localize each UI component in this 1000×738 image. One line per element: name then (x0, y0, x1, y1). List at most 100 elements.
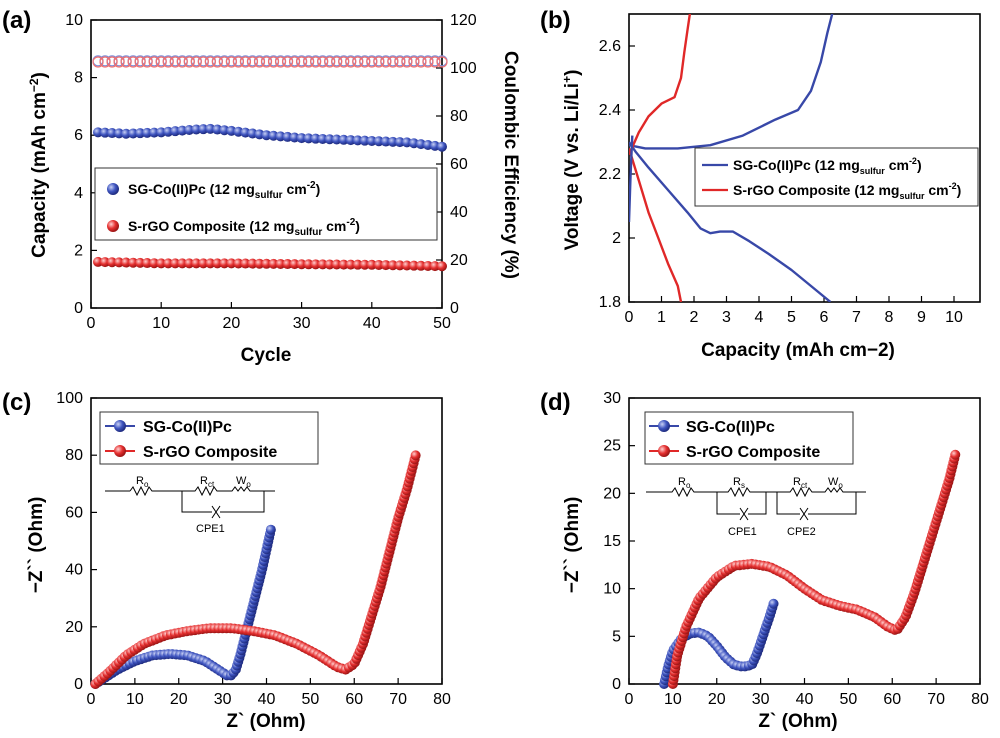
series-line (629, 148, 683, 302)
y-tick-label: 2 (612, 230, 621, 247)
x-tick-label: 4 (755, 309, 764, 326)
x-tick-label: 8 (885, 309, 894, 326)
y-tick-label: 80 (65, 447, 83, 464)
panel-a-ylabel: Capacity (mAh cm−2) (27, 72, 50, 258)
panel-a-y2label: Coulombic Efficiency (%) (500, 51, 521, 279)
data-point (303, 133, 314, 144)
panel-d-axes: 0 10 20 30 40 50 60 70 80 0 5 10 15 20 25 30 (603, 390, 989, 708)
data-point (142, 127, 153, 138)
panel-d-label: (d) (540, 389, 571, 416)
series-line (629, 135, 634, 223)
panel-d-xlabel: Z` (Ohm) (758, 711, 837, 732)
x-tick-label: 10 (152, 315, 170, 332)
data-point (163, 258, 174, 269)
data-point (422, 260, 433, 271)
panel-a-marks (92, 55, 448, 272)
x-tick-label: 40 (796, 691, 814, 708)
panel-b-legend-box (694, 147, 979, 207)
data-point (331, 259, 342, 270)
y2-tick-label: 60 (450, 156, 468, 173)
data-point (373, 56, 385, 68)
data-point (155, 56, 167, 68)
panel-b-axes: 0 1 2 3 4 5 6 7 8 9 10 1.8 2 2.2 2.4 2.6 (599, 13, 981, 326)
y2-tick-label: 0 (450, 300, 459, 317)
panel-c: (c) 0 10 20 30 40 50 60 70 80 0 20 40 60 80 100 SG-Co(… (2, 389, 451, 732)
y-tick-label: 2.6 (599, 38, 621, 55)
x-tick-label: 40 (363, 315, 381, 332)
panel-c-legend: SG-Co(II)Pc S-rGO Composite (99, 411, 319, 465)
series-line (629, 14, 834, 150)
y-tick-label: 20 (603, 485, 621, 502)
x-tick-label: 1 (657, 309, 666, 326)
data-point (240, 258, 251, 269)
panel-a-xlabel: Cycle (241, 345, 292, 366)
data-point (212, 258, 223, 269)
panel-a-label: (a) (2, 7, 31, 34)
panel-b-legend-label-1: SG-Co(II)Pc (12 mgsulfur cm-2) (733, 156, 922, 176)
data-point (253, 56, 266, 68)
x-tick-label: 0 (625, 691, 634, 708)
x-tick-label: 60 (345, 691, 363, 708)
x-tick-label: 30 (293, 315, 311, 332)
y-tick-label: 2.2 (599, 166, 621, 183)
panel-c-ylabel: −Z`` (Ohm) (26, 497, 47, 594)
x-tick-label: 10 (945, 309, 963, 326)
y-tick-label: 20 (65, 619, 83, 636)
data-point (296, 133, 307, 144)
data-point (127, 56, 139, 68)
panel-c-marks (90, 450, 421, 689)
data-point (310, 56, 322, 68)
data-point (310, 133, 321, 144)
panel-a-legend-label-2: S-rGO Composite (12 mgsulfur cm-2) (128, 217, 360, 238)
panel-b: (b) 0 1 2 3 4 5 6 7 8 9 10 1.8 2 2.2 2.4 2.6 SG-Co(II)P… (540, 7, 981, 361)
data-point (135, 257, 146, 268)
data-point (121, 257, 132, 268)
data-point (246, 56, 259, 68)
y2-tick-label: 80 (450, 108, 468, 125)
panel-d-circuit-wires (646, 486, 866, 515)
y-tick-label: 0 (612, 676, 621, 693)
panel-a-legend-marker-1 (107, 183, 119, 195)
data-point (191, 258, 202, 269)
panel-d-legend-label-1: SG-Co(II)Pc (686, 419, 775, 436)
data-point (345, 56, 357, 68)
panel-c-legend-marker-1 (114, 420, 126, 432)
panel-c-label: (c) (2, 389, 31, 416)
x-tick-label: 5 (787, 309, 796, 326)
data-point (204, 56, 216, 68)
panel-d-ylabel: −Z`` (Ohm) (562, 497, 583, 594)
y-tick-label: 100 (56, 390, 83, 407)
panel-d-circuit-cpe-symbols (739, 507, 809, 521)
panel-c-circuit-r0: Ro (136, 475, 149, 489)
x-tick-label: 6 (820, 309, 829, 326)
data-point (373, 259, 384, 270)
panel-d-legend-box (644, 411, 854, 465)
data-point (296, 56, 308, 68)
data-point (345, 259, 356, 270)
data-point (422, 56, 434, 68)
data-point (106, 56, 118, 68)
data-point (260, 56, 273, 68)
data-point (359, 135, 370, 146)
data-point (149, 258, 160, 269)
y2-tick-label: 120 (450, 12, 477, 29)
data-point (352, 259, 363, 270)
x-tick-label: 80 (433, 691, 451, 708)
data-point (218, 56, 230, 68)
data-point (437, 261, 447, 272)
data-point (191, 124, 202, 135)
data-point (408, 260, 419, 271)
data-point (265, 524, 276, 535)
data-point (317, 133, 328, 144)
data-point (197, 56, 209, 68)
data-point (387, 56, 399, 68)
panel-d-marks (659, 449, 961, 689)
data-point (107, 257, 118, 268)
panel-d-circuit-cpe2: CPE2 (787, 526, 816, 538)
y-tick-label: 30 (603, 390, 621, 407)
data-point (219, 258, 230, 269)
data-point (415, 260, 426, 271)
